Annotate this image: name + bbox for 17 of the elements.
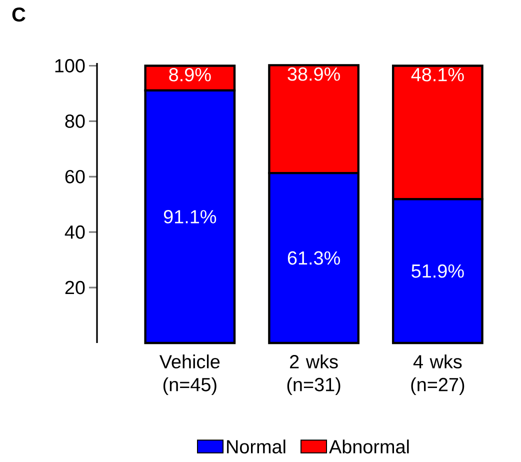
data-label: 48.1%: [411, 68, 464, 82]
data-label: 91.1%: [164, 210, 216, 224]
y-tick-label: 80: [65, 114, 85, 128]
x-tick-label: 2 wks (n=31): [287, 354, 340, 396]
data-label: 38.9%: [288, 67, 340, 81]
chart-title: C: [12, 8, 26, 22]
legend-label: Abnormal: [329, 440, 409, 454]
data-label: 8.9%: [169, 68, 211, 82]
legend-label: Normal: [227, 440, 286, 454]
y-tick-label: 60: [65, 170, 85, 184]
data-label: 51.9%: [412, 264, 464, 278]
y-tick-label: 40: [64, 225, 85, 239]
data-label: 61.3%: [288, 251, 340, 265]
y-tick-label: 20: [65, 280, 85, 294]
x-tick-label: 4 wks (n=27): [411, 354, 464, 396]
y-tick-label: 100: [55, 59, 85, 72]
x-tick-label: Vehicle (n=45): [159, 354, 220, 396]
